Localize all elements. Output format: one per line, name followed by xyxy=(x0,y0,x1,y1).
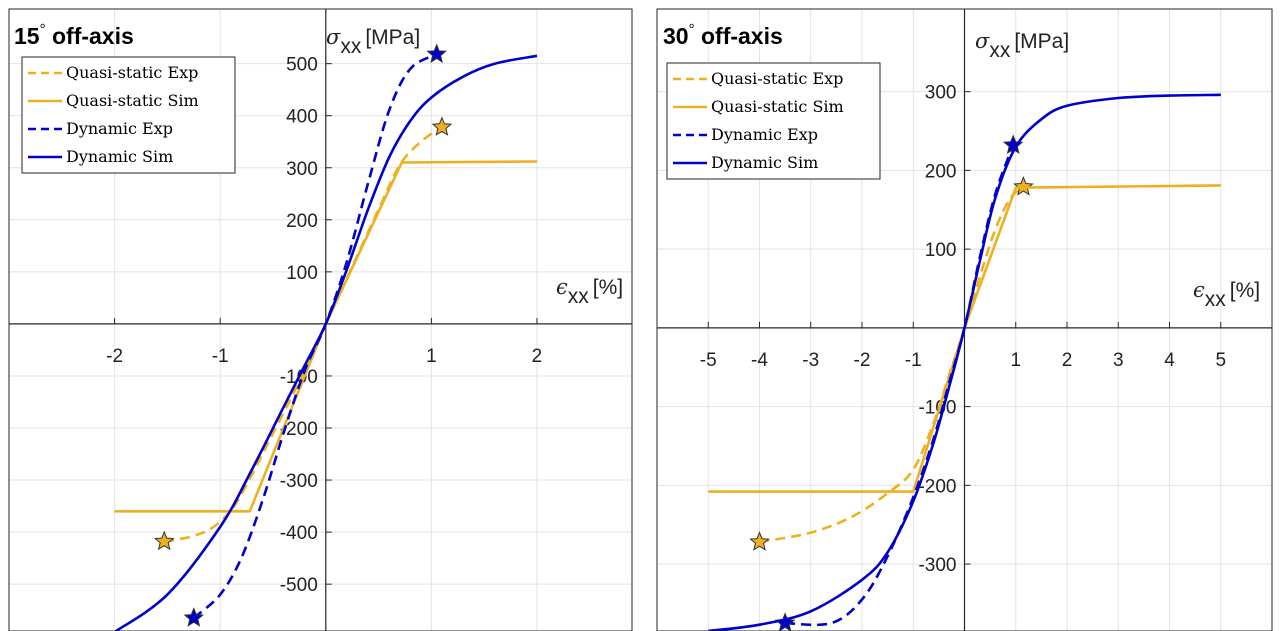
chart-title-main: 15 xyxy=(14,23,40,49)
y-axis-label-symbol: σ xyxy=(326,25,341,49)
failure-star-marker xyxy=(153,530,175,551)
chart-title-rest: off-axis xyxy=(46,23,134,49)
x-axis-label-subscript: xx xyxy=(568,285,590,308)
y-tick-label: 200 xyxy=(286,211,318,232)
failure-star-marker xyxy=(431,116,453,136)
failure-star-marker xyxy=(183,607,205,627)
y-tick-label: 500 xyxy=(286,55,318,76)
y-axis-label-subscript: xx xyxy=(340,35,362,58)
failure-star-marker xyxy=(426,43,447,64)
x-tick-label: 2 xyxy=(532,346,543,367)
y-tick-label: 100 xyxy=(286,263,318,284)
y-axis-label: σxx [MPa] xyxy=(326,25,420,58)
chart-title: 15° off-axis xyxy=(14,21,134,49)
series-group-1 xyxy=(113,43,538,631)
legend-label: Quasi-static Exp xyxy=(66,63,198,82)
chart-title-degree: ° xyxy=(40,21,46,38)
y-tick-label: 400 xyxy=(286,107,318,128)
legend-label: Dynamic Sim xyxy=(66,147,173,166)
legend-label: Quasi-static Sim xyxy=(66,91,199,110)
x-axis-label: ϵxx [%] xyxy=(556,275,623,308)
x-axis-label-symbol: ϵ xyxy=(556,275,568,299)
y-tick-label: -200 xyxy=(280,419,318,440)
x-tick-label: -1 xyxy=(212,346,229,367)
y-tick-label: 300 xyxy=(286,159,318,180)
x-tick-label: -2 xyxy=(106,346,123,367)
plot-area-1: -2 -1 1 2-500-400-300-200-10010020030040050… xyxy=(8,8,633,631)
legend: Quasi-static Exp Quasi-static Sim Dynamic … xyxy=(21,56,236,174)
x-tick-label: 1 xyxy=(426,346,437,367)
y-tick-label: -500 xyxy=(280,575,318,596)
y-axis-label-unit: [MPa] xyxy=(365,26,420,49)
y-tick-label: -300 xyxy=(280,471,318,492)
legend-label: Dynamic Exp xyxy=(66,119,173,138)
series-line-dynamic-sim xyxy=(113,54,538,631)
y-tick-label: -400 xyxy=(280,523,318,544)
x-axis-label-unit: [%] xyxy=(593,276,623,299)
legend-box xyxy=(21,56,236,174)
